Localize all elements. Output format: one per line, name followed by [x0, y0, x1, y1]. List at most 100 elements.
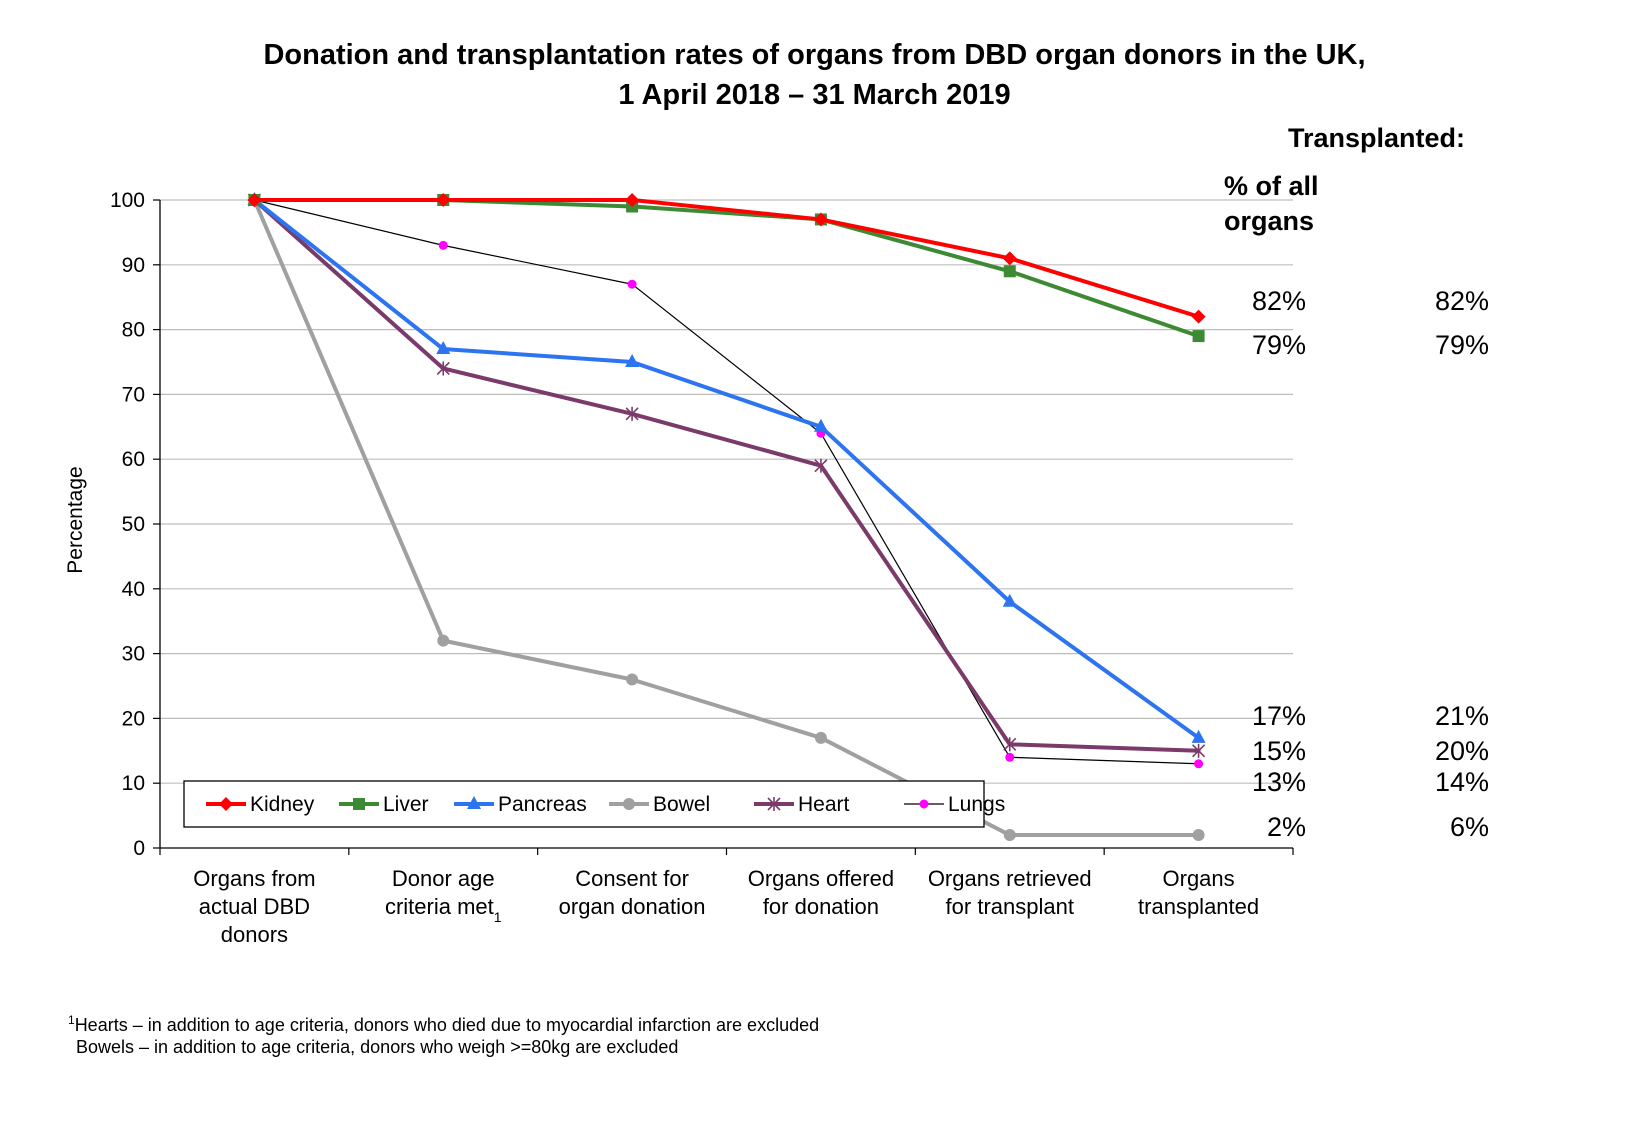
y-tick-label-40: 40 [122, 578, 145, 601]
legend-marker-pancreas-shape [467, 796, 481, 809]
point-bowel-3 [814, 731, 827, 744]
pct-all-organs-header-line-2: organs [1224, 206, 1315, 236]
chart-title-line-1: Donation and transplantation rates of or… [263, 39, 1366, 71]
point-bowel-5-shape [1192, 829, 1205, 842]
footnote-hearts: 1Hearts – in addition to age criteria, d… [68, 1007, 819, 1039]
point-lungs-5-shape [1194, 759, 1204, 769]
legend-label-heart: Heart [798, 793, 850, 816]
transplanted-pct-label-0: 82% [1435, 286, 1489, 316]
x-tick-label-0-line-0: Organs from [193, 866, 315, 891]
transplanted-pct-label-5: 6% [1450, 812, 1489, 842]
point-kidney-0-shape [247, 193, 262, 207]
y-tick-label-20: 20 [122, 707, 145, 730]
point-bowel-1 [437, 634, 450, 647]
legend-marker-kidney [219, 797, 233, 811]
legend-marker-liver [353, 798, 365, 810]
series-line-bowel [252, 198, 1201, 838]
transplanted-pct-label-2: 21% [1435, 701, 1489, 731]
point-pancreas-3 [813, 418, 828, 432]
point-bowel-2-shape [626, 673, 639, 686]
series-line-kidney [252, 198, 1201, 319]
point-bowel-1-shape [437, 634, 450, 647]
point-kidney-2-shape [625, 193, 640, 207]
x-tick-label-1-line-1: criteria met [385, 894, 494, 919]
point-bowel-4 [1003, 829, 1016, 842]
point-pancreas-5-shape [1191, 729, 1206, 743]
legend-label-pancreas: Pancreas [498, 793, 587, 816]
pct-all-organs-label-2: 17% [1252, 701, 1306, 731]
y-tick-label-60: 60 [122, 448, 145, 471]
legend-label-bowel: Bowel [653, 793, 710, 816]
y-tick-label-80: 80 [122, 319, 145, 342]
point-liver-5 [1192, 330, 1205, 343]
pct-all-organs-label-1: 79% [1252, 330, 1306, 360]
x-tick-label-5-line-0: Organs [1163, 866, 1235, 891]
point-lungs-1 [438, 240, 448, 250]
legend-marker-kidney-shape [219, 797, 233, 811]
point-pancreas-2-shape [625, 354, 640, 367]
point-bowel-4-shape [1003, 829, 1016, 842]
y-axis-title: Percentage [64, 466, 87, 573]
y-tick-label-100: 100 [110, 189, 145, 212]
x-tick-label-2-line-0: Consent for [575, 866, 689, 891]
x-tick-label-3: Organs offered for donation [748, 866, 894, 919]
series-line-liver [252, 198, 1201, 339]
point-kidney-5 [1191, 309, 1206, 324]
point-heart-3 [814, 458, 828, 473]
legend-label-kidney: Kidney [250, 793, 315, 816]
y-tick-label-10: 10 [122, 772, 145, 795]
point-kidney-1 [436, 193, 451, 207]
point-kidney-5-shape [1191, 309, 1206, 324]
legend-marker-bowel-shape [623, 798, 635, 810]
x-tick-label-0: Organs from actual DBD donors [193, 866, 315, 947]
x-tick-label-5: Organs transplanted [1138, 866, 1259, 919]
chart-title-line-2: 1 April 2018 – 31 March 2019 [618, 79, 1011, 111]
y-tick-label-50: 50 [122, 513, 145, 536]
x-tick-label-4-line-1: for transplant [946, 894, 1074, 919]
y-tick-label-0: 0 [133, 837, 145, 860]
point-heart-2 [625, 406, 639, 421]
point-heart-1 [436, 361, 450, 376]
y-tick-label-30: 30 [122, 643, 145, 666]
point-pancreas-1 [436, 341, 451, 355]
point-kidney-1-shape [436, 193, 451, 207]
point-pancreas-1-shape [436, 341, 451, 355]
footnote-hearts-mark: 1 [68, 1013, 75, 1027]
point-lungs-4 [1005, 752, 1015, 762]
legend-label-lungs: Lungs [948, 793, 1005, 816]
point-liver-4 [1003, 265, 1016, 278]
x-tick-label-0-line-2: donors [221, 922, 288, 947]
x-tick-label-1-footnote-mark: 1 [494, 909, 502, 925]
legend-marker-heart [767, 797, 781, 811]
transplanted-pct-label-4: 14% [1435, 767, 1489, 797]
footnote-bowels-text: Bowels – in addition to age criteria, do… [76, 1037, 679, 1057]
series-line-heart [252, 198, 1201, 753]
x-tick-label-3-line-0: Organs offered [748, 866, 894, 891]
pct-all-organs-label-4: 13% [1252, 767, 1306, 797]
point-pancreas-2 [625, 354, 640, 367]
point-kidney-3-shape [813, 212, 828, 227]
point-bowel-2 [626, 673, 639, 686]
point-liver-4-shape [1003, 265, 1016, 278]
pct-all-organs-label-0: 82% [1252, 286, 1306, 316]
transplanted-pct-label-1: 79% [1435, 330, 1489, 360]
point-heart-4 [1003, 737, 1017, 752]
x-tick-label-0-line-1: actual DBD [199, 894, 310, 919]
pct-all-organs-label-3: 15% [1252, 736, 1306, 766]
transplanted-header: Transplanted: [1288, 123, 1466, 153]
series-line-lungs [253, 199, 1200, 765]
pct-all-organs-header-line-1: % of all [1224, 171, 1319, 201]
point-lungs-5 [1194, 759, 1204, 769]
point-lungs-1-shape [438, 240, 448, 250]
point-heart-5 [1192, 743, 1206, 758]
point-kidney-4 [1002, 251, 1017, 266]
y-tick-label-70: 70 [122, 383, 145, 406]
y-tick-label-90: 90 [122, 254, 145, 277]
point-kidney-4-shape [1002, 251, 1017, 266]
point-kidney-3 [813, 212, 828, 227]
footnote-hearts-text: Hearts – in addition to age criteria, do… [74, 1015, 820, 1035]
x-tick-label-3-line-1: for donation [763, 894, 879, 919]
point-liver-5-shape [1192, 330, 1205, 343]
x-tick-label-5-line-1: transplanted [1138, 894, 1259, 919]
pct-all-organs-label-5: 2% [1267, 812, 1306, 842]
